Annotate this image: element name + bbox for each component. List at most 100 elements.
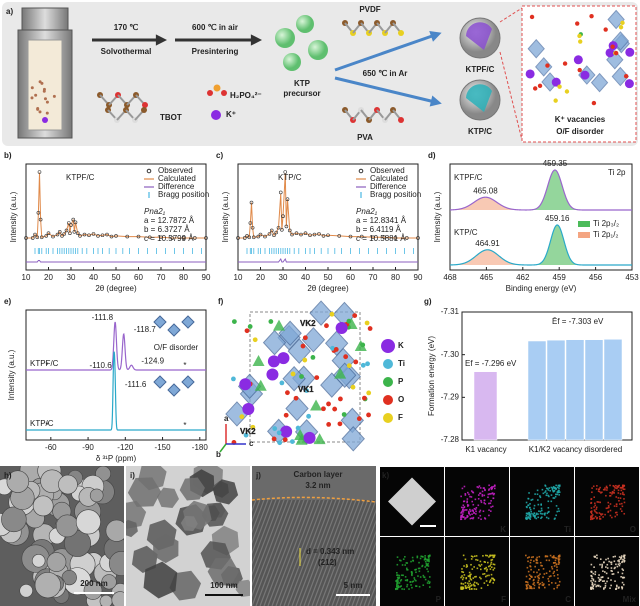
axis-name: c xyxy=(249,439,254,448)
map-dot xyxy=(606,580,608,583)
map-dot xyxy=(538,555,541,558)
map-dot xyxy=(484,503,487,505)
x-tick-label: 70 xyxy=(157,273,166,282)
map-dot xyxy=(597,584,600,587)
observed-point xyxy=(274,230,279,235)
particle xyxy=(105,519,124,542)
map-dot xyxy=(557,577,559,580)
map-dot xyxy=(534,516,536,519)
map-dot xyxy=(477,497,480,500)
map-dot xyxy=(550,486,553,489)
map-dot xyxy=(488,509,490,511)
particle xyxy=(143,561,178,599)
map-dot xyxy=(485,575,487,578)
atom xyxy=(623,73,629,79)
map-dot xyxy=(529,587,531,590)
observed-point xyxy=(284,224,289,229)
atom xyxy=(289,439,295,445)
map-dot xyxy=(535,517,538,520)
y-axis-label: Formation energy (eV) xyxy=(427,336,436,416)
map-dot xyxy=(399,559,401,562)
scale-bar xyxy=(420,525,436,527)
lattice-fringe xyxy=(291,499,333,606)
map-dot xyxy=(481,493,484,496)
map-dot xyxy=(622,488,625,491)
map-label: F xyxy=(501,595,506,604)
map-dot xyxy=(528,492,530,494)
map-dot xyxy=(462,571,465,574)
map-dot xyxy=(427,563,429,565)
map-label: P xyxy=(436,595,442,604)
map-dot xyxy=(527,570,530,573)
octahedron xyxy=(262,329,287,356)
map-dot xyxy=(613,485,616,488)
x-axis-label: δ ³¹P (ppm) xyxy=(96,454,137,463)
particle xyxy=(46,552,67,572)
map-dot xyxy=(466,498,469,500)
panel-label: g) xyxy=(424,297,432,306)
map-dot xyxy=(427,556,430,559)
map-dot xyxy=(529,503,531,505)
map-dot xyxy=(425,564,428,566)
particle xyxy=(179,477,205,501)
map-dot xyxy=(547,494,549,497)
x-tick-label: K1/K2 vacancy disordered xyxy=(529,445,622,454)
atom xyxy=(365,361,370,367)
map-dot xyxy=(483,499,486,502)
map-dot xyxy=(465,564,468,566)
map-dot xyxy=(591,516,593,518)
map-dot xyxy=(465,509,468,511)
map-dot xyxy=(462,583,465,585)
map-dot xyxy=(599,579,602,582)
map-dot xyxy=(543,583,545,585)
map-dot xyxy=(553,570,556,573)
map-dot xyxy=(623,583,625,586)
atom xyxy=(620,20,625,26)
map-dot xyxy=(620,586,623,588)
map-dot xyxy=(533,507,535,510)
map-dot xyxy=(555,493,557,496)
map-dot xyxy=(421,565,423,568)
sample-label: KTPF/C xyxy=(454,173,483,182)
map-dot xyxy=(492,497,495,500)
observed-point xyxy=(416,236,420,240)
map-dot xyxy=(557,486,559,489)
map-dot xyxy=(543,514,546,516)
map-dot xyxy=(396,556,399,558)
lattice-fringe xyxy=(259,499,301,606)
octahedron xyxy=(611,66,629,87)
map-dot xyxy=(483,582,486,584)
map-dot xyxy=(548,495,550,498)
map-dot xyxy=(593,566,595,568)
map-dot xyxy=(475,588,478,590)
map-dot xyxy=(617,489,620,492)
map-dot xyxy=(605,558,607,561)
map-dot xyxy=(404,564,406,566)
map-dot xyxy=(554,559,557,562)
map-dot xyxy=(493,492,496,495)
map-tile xyxy=(510,467,574,536)
map-dot xyxy=(541,516,543,519)
observed-point xyxy=(68,231,72,235)
map-dot xyxy=(610,567,613,569)
map-dot xyxy=(533,587,535,590)
map-dot xyxy=(462,504,465,507)
map-dot xyxy=(623,498,625,500)
atom xyxy=(545,63,550,68)
annotation: 3.2 nm xyxy=(305,481,330,490)
panel-label: j) xyxy=(255,471,261,480)
map-dot xyxy=(554,561,557,564)
map-dot xyxy=(594,502,596,505)
map-dot xyxy=(620,487,623,489)
observed-point xyxy=(299,232,303,237)
map-dot xyxy=(475,582,478,584)
map-dot xyxy=(621,568,624,570)
tetrahedron xyxy=(272,319,285,331)
map-dot xyxy=(483,560,486,563)
map-dot xyxy=(492,554,495,557)
atom xyxy=(537,83,543,89)
map-dot xyxy=(467,510,470,513)
map-dot xyxy=(623,501,626,504)
observed-point xyxy=(348,234,353,239)
atom xyxy=(360,362,366,368)
